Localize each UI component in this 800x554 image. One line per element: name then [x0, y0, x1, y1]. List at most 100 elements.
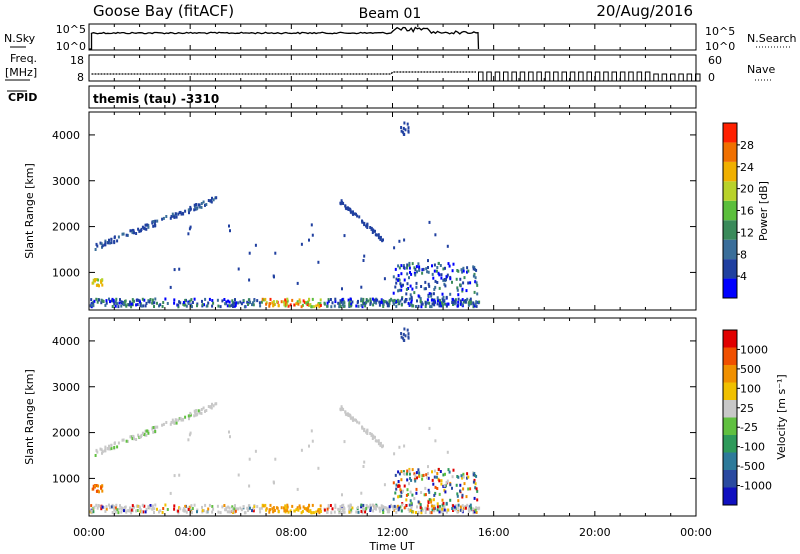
velocity-point	[286, 509, 289, 513]
power-point	[285, 300, 288, 304]
power-point	[137, 298, 140, 302]
velocity-point	[362, 503, 365, 507]
power-point	[348, 300, 351, 304]
power-point	[300, 305, 303, 309]
power-point	[417, 304, 420, 308]
power-point	[418, 268, 421, 272]
noise-left-label: N.Sky	[4, 32, 36, 45]
velocity-point	[135, 509, 138, 513]
power-point	[286, 303, 289, 307]
velocity-point	[229, 435, 231, 439]
velocity-point	[405, 504, 408, 507]
velocity-point	[466, 503, 469, 507]
velocity-point	[187, 438, 190, 442]
velocity-point	[412, 510, 415, 514]
velocity-point	[382, 511, 385, 514]
velocity-point	[342, 507, 345, 511]
power-point	[119, 298, 121, 302]
power-point	[452, 303, 454, 306]
velocity-point	[462, 475, 465, 479]
velocity-point	[327, 505, 330, 509]
velocity-point	[395, 510, 398, 514]
power-point	[334, 300, 337, 304]
power-point	[402, 266, 405, 269]
power-point	[355, 304, 358, 308]
power-point	[371, 297, 374, 301]
velocity-point	[263, 504, 266, 508]
velocity-point	[271, 507, 274, 511]
velocity-point	[392, 505, 394, 509]
power-point	[110, 237, 113, 241]
velocity-point	[180, 418, 183, 422]
power-point	[246, 300, 249, 304]
power-point	[153, 305, 155, 308]
velocity-point	[100, 507, 103, 511]
power-point	[104, 239, 107, 243]
power-point	[363, 254, 366, 258]
velocity-point	[383, 483, 386, 487]
velocity-point	[432, 482, 435, 486]
velocity-point	[351, 506, 354, 510]
colorbar-tick-label: 20	[740, 183, 754, 196]
velocity-point	[408, 472, 411, 476]
velocity-point	[364, 510, 367, 514]
velocity-point	[363, 507, 366, 511]
velocity-point	[299, 506, 302, 510]
velocity-point	[248, 506, 251, 510]
velocity-point	[357, 510, 360, 514]
power-point	[110, 299, 113, 303]
power-point	[310, 223, 313, 227]
velocity-point	[109, 506, 111, 510]
power-point	[441, 292, 444, 296]
power-point	[423, 287, 426, 291]
power-point	[94, 248, 97, 251]
velocity-point	[427, 501, 430, 504]
velocity-point	[312, 511, 315, 515]
power-point	[95, 278, 98, 282]
power-point	[187, 208, 190, 212]
power-point	[149, 298, 152, 301]
power-point	[153, 301, 156, 305]
power-point	[272, 304, 275, 308]
velocity-point	[210, 405, 212, 409]
velocity-point	[430, 498, 433, 502]
power-point	[409, 293, 412, 297]
power-point	[131, 298, 134, 302]
velocity-point	[394, 473, 397, 477]
colorbar-tick-label: 8	[740, 248, 747, 261]
power-point	[307, 301, 309, 305]
power-point	[400, 288, 403, 292]
velocity-point	[420, 511, 423, 515]
velocity-point	[344, 410, 347, 414]
power-point	[400, 129, 403, 133]
power-point	[101, 245, 103, 249]
colorbar-tick-label: 28	[740, 139, 754, 152]
velocity-point	[233, 507, 236, 511]
power-point	[112, 299, 115, 303]
velocity-point	[440, 510, 443, 514]
power-point	[360, 297, 363, 301]
velocity-point	[428, 507, 431, 511]
power-point	[151, 301, 154, 305]
velocity-colorbar-label: Velocity [m s⁻¹]	[775, 374, 788, 459]
power-point	[333, 304, 336, 308]
power-colorbar-label: Power [dB]	[757, 181, 770, 241]
power-point	[384, 300, 387, 304]
power-point	[400, 303, 403, 307]
power-point	[399, 282, 402, 286]
velocity-point	[148, 506, 151, 510]
power-point	[403, 300, 406, 304]
velocity-point	[153, 507, 156, 511]
power-point	[434, 233, 437, 237]
power-point	[296, 300, 299, 304]
velocity-point	[377, 442, 380, 446]
power-point	[434, 285, 437, 289]
velocity-point	[272, 506, 275, 510]
power-point	[152, 224, 155, 228]
power-point	[413, 271, 416, 275]
nave-bar	[486, 71, 492, 82]
velocity-point	[145, 433, 148, 437]
velocity-point	[432, 498, 435, 502]
velocity-point	[317, 466, 320, 470]
y-tick-label: 4000	[52, 335, 80, 348]
